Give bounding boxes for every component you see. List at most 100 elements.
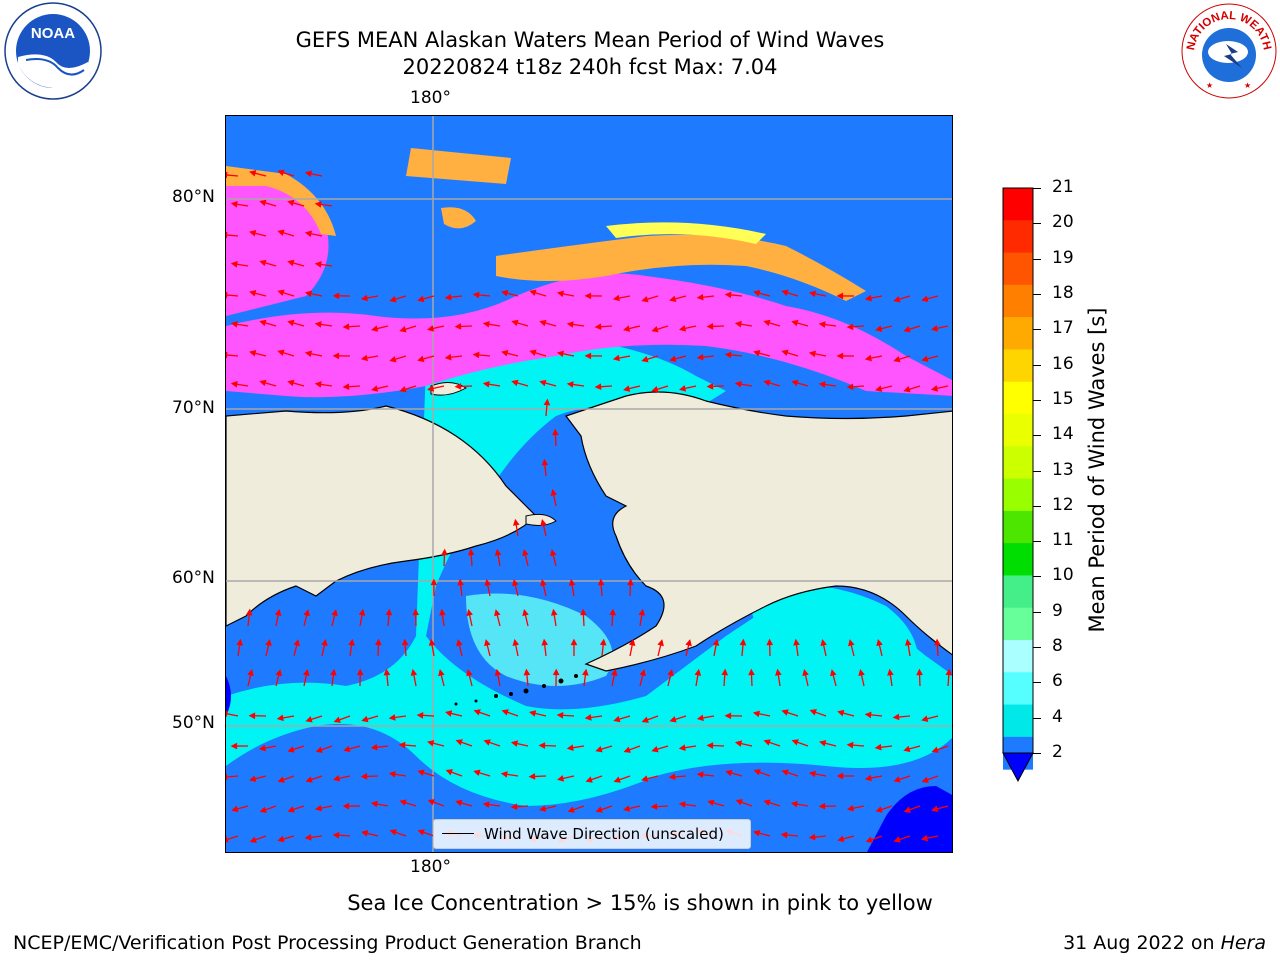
wind-wave-arrow-head [539, 319, 547, 327]
wind-wave-arrow-head [249, 836, 257, 843]
colorbar-tick [1033, 435, 1041, 437]
wind-wave-arrow-head [426, 325, 435, 332]
wind-wave-arrow-head [818, 321, 826, 328]
wave-period-high-patch [466, 593, 613, 686]
wind-wave-arrow-head [568, 578, 576, 586]
wind-wave-arrow-head [484, 639, 491, 647]
wind-wave-arrow-head [763, 799, 771, 806]
wind-wave-arrow-head [360, 773, 368, 780]
wind-wave-arrow-head [669, 355, 677, 363]
wind-wave-arrow-shaft [226, 354, 239, 357]
colorbar-tick [1033, 682, 1041, 684]
wind-wave-arrow-head [467, 548, 475, 556]
wind-wave-arrow-head [921, 776, 929, 783]
sea-ice-west-yellow [226, 166, 336, 236]
wind-wave-arrow-head [249, 170, 257, 177]
wind-wave-arrow-head [724, 351, 732, 359]
wind-wave-arrow-head [685, 639, 692, 647]
wind-wave-arrow-head [820, 638, 827, 647]
wind-wave-arrow-head [651, 386, 659, 393]
wind-wave-arrow-head [528, 773, 536, 780]
wind-wave-arrow-head [903, 806, 911, 813]
legend-label: Wind Wave Direction (unscaled) [484, 825, 724, 843]
wind-wave-arrow-head [552, 428, 559, 436]
wind-wave-arrow-head [623, 385, 631, 392]
wind-wave-arrow-head [858, 668, 865, 677]
wind-wave-arrow-head [389, 829, 397, 836]
wind-wave-arrow-head [226, 171, 228, 179]
wind-wave-arrow-head [623, 805, 631, 812]
colorbar-tick [1033, 223, 1041, 225]
wind-wave-arrow-head [304, 170, 312, 178]
wind-wave-arrow-head [249, 775, 257, 782]
wind-wave-arrow-head [657, 639, 664, 647]
wind-wave-arrow-head [793, 638, 800, 646]
wind-wave-arrow-head [417, 829, 425, 836]
wind-wave-arrow-head [482, 801, 490, 808]
wind-wave-arrow-head [651, 745, 659, 753]
wind-wave-arrow-head [510, 803, 518, 811]
wind-wave-arrow-head [641, 716, 649, 723]
wind-wave-arrow-head [389, 355, 397, 363]
wind-wave-arrow-head [611, 668, 618, 677]
wind-wave-arrow-head [734, 380, 742, 388]
wind-wave-arrow-head [398, 741, 406, 749]
svg-text:★: ★ [1244, 81, 1251, 90]
wind-wave-arrow-head [472, 291, 480, 299]
wind-wave-arrow-head [304, 834, 312, 841]
wind-wave-arrow-head [638, 608, 646, 616]
wind-wave-arrow-head [230, 201, 238, 208]
wind-wave-arrow-head [566, 381, 574, 388]
wind-wave-arrow-head [641, 355, 649, 363]
wind-wave-arrow-head [791, 319, 799, 327]
wind-wave-arrow-head [360, 294, 368, 302]
wind-wave-arrow-head [864, 294, 872, 302]
wind-wave-arrow-head [582, 668, 589, 676]
map-panel: Wind Wave Direction (unscaled) [225, 115, 953, 853]
wind-wave-arrow-head [226, 710, 228, 718]
wind-wave-arrow-head [766, 638, 774, 646]
wind-wave-arrow-head [639, 669, 646, 677]
wind-wave-arrow-head [342, 323, 350, 331]
wind-wave-arrow-head [455, 739, 463, 746]
wind-wave-arrow-head [706, 742, 714, 749]
wind-wave-arrow-head [566, 744, 574, 751]
wind-wave-arrow-head [277, 169, 285, 176]
wind-wave-arrow-head [321, 638, 328, 647]
wind-wave-arrow-head [876, 639, 883, 647]
wind-wave-arrow-head [399, 386, 407, 393]
colorbar-tick-label: 18 [1052, 282, 1074, 303]
wind-wave-arrow-head [580, 608, 587, 616]
wind-wave-arrow-head [456, 639, 463, 647]
sea-ice-north-edge [496, 234, 866, 301]
wind-wave-arrow-head [361, 715, 369, 723]
wind-wave-arrow-head [539, 805, 547, 812]
wind-wave-arrow-head [667, 669, 674, 677]
wind-wave-arrow-head [287, 746, 295, 753]
wind-wave-arrow-head [734, 740, 743, 747]
wind-wave-arrow-head [791, 739, 799, 746]
colorbar-tick-label: 12 [1052, 494, 1074, 515]
wind-wave-arrow-head [484, 578, 492, 587]
wind-wave-arrow-head [550, 488, 558, 497]
sea-ice-floe [441, 207, 476, 229]
wind-wave-arrow-head [819, 740, 827, 747]
wind-wave-arrow-head [416, 712, 424, 719]
wind-wave-arrow-head [916, 668, 923, 676]
wind-wave-arrow-head [775, 668, 782, 676]
colorbar-segment [1003, 349, 1033, 383]
wind-wave-arrow-head [585, 776, 593, 783]
wave-period-lowest-west [226, 676, 231, 716]
wind-wave-arrow-head [230, 321, 238, 328]
wind-wave-arrow-head [696, 714, 704, 722]
wind-wave-arrow-head [753, 350, 761, 357]
wind-wave-arrow-head [389, 295, 397, 303]
colorbar-segment [1003, 478, 1033, 512]
wind-wave-arrow-head [226, 773, 228, 781]
noaa-logo: NOAA [4, 2, 102, 100]
wind-wave-arrow-head [332, 352, 340, 360]
wind-wave-arrow-head [277, 289, 285, 296]
wind-wave-arrow-head [466, 608, 473, 617]
noaa-logo-text: NOAA [31, 25, 75, 42]
wind-wave-arrow-head [808, 833, 816, 841]
